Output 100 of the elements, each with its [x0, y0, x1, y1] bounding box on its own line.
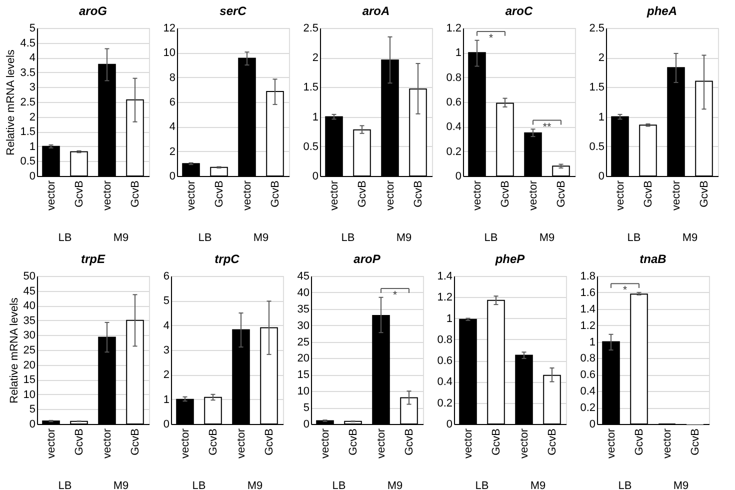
x-tick-label: GcvB [74, 180, 86, 208]
chart-title: aroA [362, 4, 390, 18]
y-tick-label: 0 [455, 170, 462, 182]
y-tick-label: 0.5 [303, 140, 318, 153]
text: LB [484, 232, 498, 244]
y-tick-label: 45 [297, 270, 310, 282]
y-tick-label: 1 [446, 312, 452, 325]
y-tick-label: 40 [23, 300, 36, 312]
y-tick-label: 1.8 [580, 270, 596, 282]
x-tick-label: GcvB [642, 180, 654, 208]
y-tick-label: 8 [169, 72, 176, 84]
y-tick-label: 1 [312, 111, 318, 124]
y-tick-label: 1.2 [580, 320, 596, 332]
x-tick-label: vector [662, 428, 674, 458]
y-tick-label: 1.4 [580, 303, 596, 316]
text: M9 [253, 232, 269, 244]
x-tick-label: vector [614, 180, 626, 210]
x-tick-label: GcvB [348, 428, 360, 456]
x-tick-label: GcvB [130, 180, 142, 208]
text: M9 [113, 480, 129, 490]
y-tick-label: 6 [163, 270, 170, 282]
y-tick-label: 1.4 [437, 270, 452, 282]
x-tick-label: vector [320, 428, 332, 458]
annotation: ** [542, 121, 552, 134]
y-tick-label: 0.8 [580, 352, 596, 365]
x-tick-label: GcvB [490, 428, 502, 456]
y-tick-label: 0 [29, 418, 36, 430]
y-tick-label: 10 [297, 386, 310, 398]
text: M9 [530, 480, 546, 490]
y-tick-label: 2 [169, 146, 176, 158]
x-tick-label: GcvB [214, 180, 226, 208]
x-tick-label: GcvB [74, 428, 86, 456]
y-tick-label: 2 [29, 111, 36, 124]
x-tick-label: GcvB [208, 428, 220, 456]
y-tick-label: 0.8 [437, 334, 452, 346]
chart-title: trpE [81, 252, 106, 266]
y-tick-label: 0 [312, 170, 318, 182]
y-tick-label: 0.6 [580, 369, 596, 382]
y-tick-label: 5 [29, 22, 36, 34]
chart-title: serC [220, 4, 247, 18]
y-tick-label: 25 [23, 344, 36, 356]
x-tick-label: GcvB [546, 428, 558, 456]
y-tick-label: 10 [163, 47, 176, 60]
y-tick-label: 1 [589, 336, 596, 348]
y-tick-label: 0.8 [446, 72, 462, 84]
x-tick-label: vector [102, 180, 114, 210]
y-tick-label: 1 [455, 47, 462, 60]
y-tick-label: 0.5 [20, 156, 36, 168]
y-tick-label: 0 [163, 418, 170, 430]
y-tick-label: 35 [23, 314, 36, 327]
text: M9 [673, 480, 689, 490]
y-tick-label: 0.4 [446, 121, 462, 134]
text: M9 [113, 232, 129, 244]
text: LB [332, 480, 346, 490]
text: M9 [387, 480, 403, 490]
chart-title: aroG [78, 4, 108, 18]
y-tick-label: 10 [23, 388, 36, 401]
x-tick-label: vector [46, 428, 58, 458]
y-tick-label: 1 [163, 394, 170, 406]
text: LB [618, 480, 632, 490]
y-tick-label: 0.6 [437, 355, 452, 368]
x-tick-label: GcvB [264, 428, 276, 456]
chart-title: aroP [354, 252, 382, 266]
y-tick-label: 50 [23, 270, 36, 282]
text: LB [627, 232, 641, 244]
x-tick-label: GcvB [356, 180, 368, 208]
x-tick-label: vector [186, 180, 198, 210]
y-tick-label: 0 [303, 418, 310, 430]
y-tick-label: 0.6 [446, 96, 462, 108]
y-axis-title: Relative mRNA levels [8, 297, 20, 404]
x-tick-label: GcvB [556, 180, 568, 208]
y-tick-label: 12 [163, 22, 176, 34]
chart-title: tnaB [640, 252, 667, 266]
text: LB [475, 480, 489, 490]
x-tick-label: vector [242, 180, 254, 210]
text: LB [198, 232, 212, 244]
y-tick-label: 15 [297, 369, 310, 382]
y-axis-title: Relative mRNA levels [5, 49, 18, 156]
text: M9 [396, 232, 412, 244]
x-tick-label: GcvB [698, 180, 710, 208]
y-tick-label: 0 [169, 170, 176, 182]
y-tick-label: 0.2 [580, 402, 596, 414]
y-tick-label: 1.5 [20, 126, 36, 138]
y-tick-label: 2.5 [303, 22, 318, 34]
x-tick-label: GcvB [412, 180, 424, 208]
chart-title: aroC [505, 4, 533, 18]
y-tick-label: 1.5 [589, 82, 604, 94]
x-tick-label: GcvB [270, 180, 282, 208]
y-tick-label: 2.5 [20, 96, 36, 108]
annotation: * [392, 290, 398, 302]
x-tick-label: vector [180, 428, 192, 458]
y-tick-label: 5 [163, 295, 170, 308]
y-tick-label: 3 [163, 344, 170, 356]
y-tick-label: 4 [29, 52, 36, 64]
chart-title: pheP [494, 252, 526, 266]
y-tick-label: 6 [169, 96, 176, 108]
text: LB [192, 480, 206, 490]
y-tick-label: 3 [29, 82, 36, 94]
x-tick-label: vector [384, 180, 396, 210]
y-tick-label: 0.2 [446, 146, 462, 158]
